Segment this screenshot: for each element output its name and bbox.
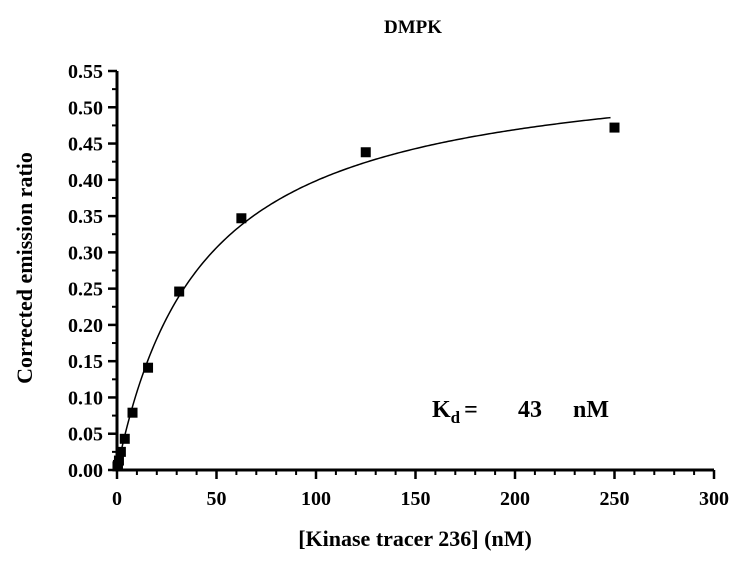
y-axis-ticks: 0.00 0.05 0.10 0.15 0.20 0.25 0.30 0.35 0.40 0.45… xyxy=(68,61,117,482)
chart-title: DMPK xyxy=(384,17,442,38)
y-tick-label: 0.20 xyxy=(68,315,103,337)
kd-value: 43 xyxy=(518,397,542,423)
x-tick-label: 150 xyxy=(401,488,431,510)
y-tick-label: 0.55 xyxy=(68,61,103,83)
x-axis-label: [Kinase tracer 236] (nM) xyxy=(298,526,532,551)
y-tick-label: 0.05 xyxy=(68,424,103,446)
kd-equals: = xyxy=(464,397,478,423)
data-point xyxy=(143,362,154,373)
y-tick-label: 0.15 xyxy=(68,351,103,373)
x-tick-label: 50 xyxy=(207,488,227,510)
data-point xyxy=(127,407,138,418)
y-tick-label: 0.35 xyxy=(68,206,103,228)
x-tick-label: 0 xyxy=(112,488,122,510)
kd-annotation: Kd = xyxy=(432,397,478,427)
y-tick-label: 0.40 xyxy=(68,170,103,192)
x-tick-label: 300 xyxy=(699,488,729,510)
data-point xyxy=(360,147,371,158)
data-point xyxy=(609,122,620,133)
y-tick-label: 0.10 xyxy=(68,387,103,409)
fit-curve xyxy=(116,116,611,471)
data-point xyxy=(113,455,124,466)
data-point xyxy=(174,286,185,297)
kd-subscript: d xyxy=(451,408,461,427)
kd-unit: nM xyxy=(573,397,609,423)
x-tick-label: 100 xyxy=(301,488,331,510)
x-axis-ticks: 0 50 100 150 200 250 300 xyxy=(112,470,729,510)
y-axis-label: Corrected emission ratio xyxy=(12,152,37,384)
x-tick-label: 200 xyxy=(500,488,530,510)
data-point xyxy=(236,213,247,224)
y-tick-label: 0.00 xyxy=(68,460,103,482)
y-tick-label: 0.30 xyxy=(68,242,103,264)
data-points xyxy=(112,122,620,472)
y-tick-label: 0.50 xyxy=(68,97,103,119)
y-tick-label: 0.25 xyxy=(68,279,103,301)
kd-symbol: K xyxy=(432,397,451,423)
data-point xyxy=(119,433,130,444)
y-tick-label: 0.45 xyxy=(68,134,103,156)
x-tick-label: 250 xyxy=(600,488,630,510)
data-point xyxy=(115,446,126,457)
